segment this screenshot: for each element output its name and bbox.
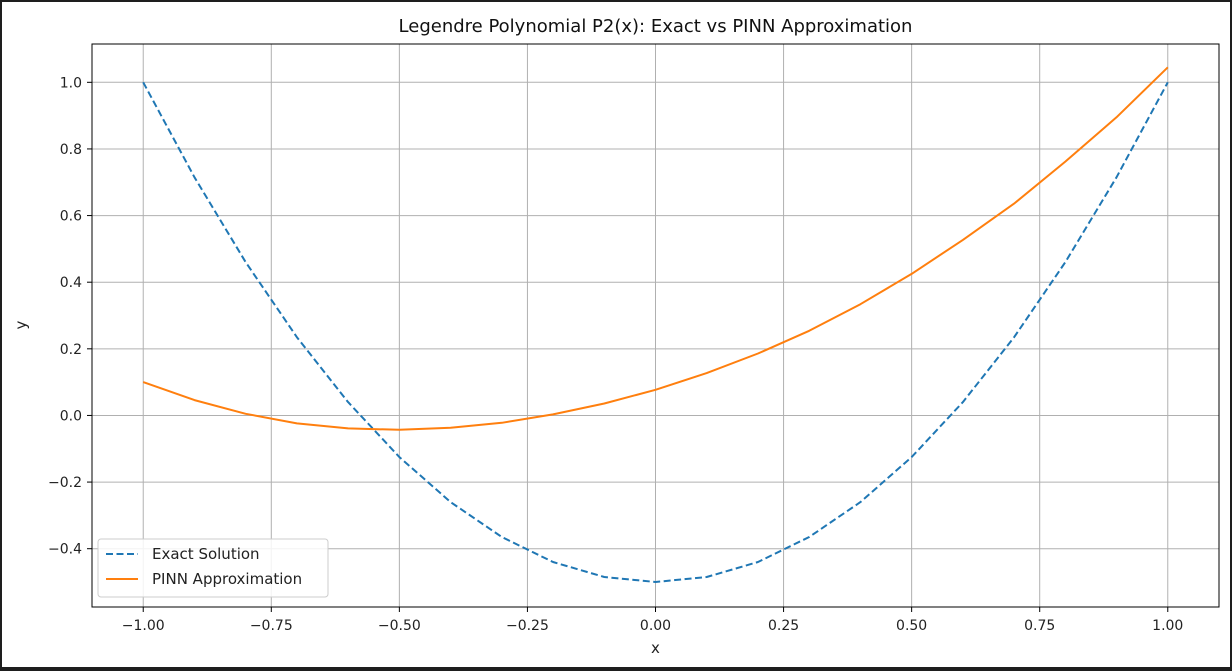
x-tick-label: −0.50 xyxy=(378,618,421,634)
x-tick-label: −0.25 xyxy=(506,618,549,634)
y-tick-label: 0.0 xyxy=(60,408,82,424)
chart-title: Legendre Polynomial P2(x): Exact vs PINN… xyxy=(399,16,913,37)
y-tick-label: 1.0 xyxy=(60,75,82,91)
series-line-exact-solution xyxy=(142,81,1169,583)
legend: Exact Solution PINN Approximation xyxy=(97,538,329,598)
legend-box xyxy=(97,538,329,598)
x-tick-label: 0.25 xyxy=(768,618,799,634)
y-tick-label: −0.4 xyxy=(48,542,82,558)
x-tick-label: −1.00 xyxy=(122,618,165,634)
x-axis-ticks: −1.00 −0.75 −0.50 −0.25 0.00 0.25 0.50 0.75 1.00 xyxy=(122,607,1183,634)
y-axis-ticks: −0.4 −0.2 0.0 0.2 0.4 0.6 0.8 1.0 xyxy=(48,75,92,558)
data-series xyxy=(142,66,1169,583)
x-tick-label: −0.75 xyxy=(250,618,293,634)
x-axis-label: x xyxy=(651,639,660,657)
legend-label-exact-solution: Exact Solution xyxy=(152,545,260,563)
series-line-pinn-approximation xyxy=(142,66,1169,431)
y-tick-label: 0.8 xyxy=(60,142,82,158)
y-tick-label: −0.2 xyxy=(48,475,82,491)
x-tick-label: 0.50 xyxy=(896,618,927,634)
y-tick-label: 0.4 xyxy=(60,275,82,291)
y-tick-label: 0.2 xyxy=(60,342,82,358)
y-tick-label: 0.6 xyxy=(60,209,82,225)
grid-lines xyxy=(92,44,1219,607)
x-tick-label: 0.75 xyxy=(1024,618,1055,634)
x-tick-label: 0.00 xyxy=(640,618,671,634)
x-tick-label: 1.00 xyxy=(1152,618,1183,634)
y-axis-label: y xyxy=(12,320,30,329)
legend-label-pinn-approximation: PINN Approximation xyxy=(152,570,302,588)
